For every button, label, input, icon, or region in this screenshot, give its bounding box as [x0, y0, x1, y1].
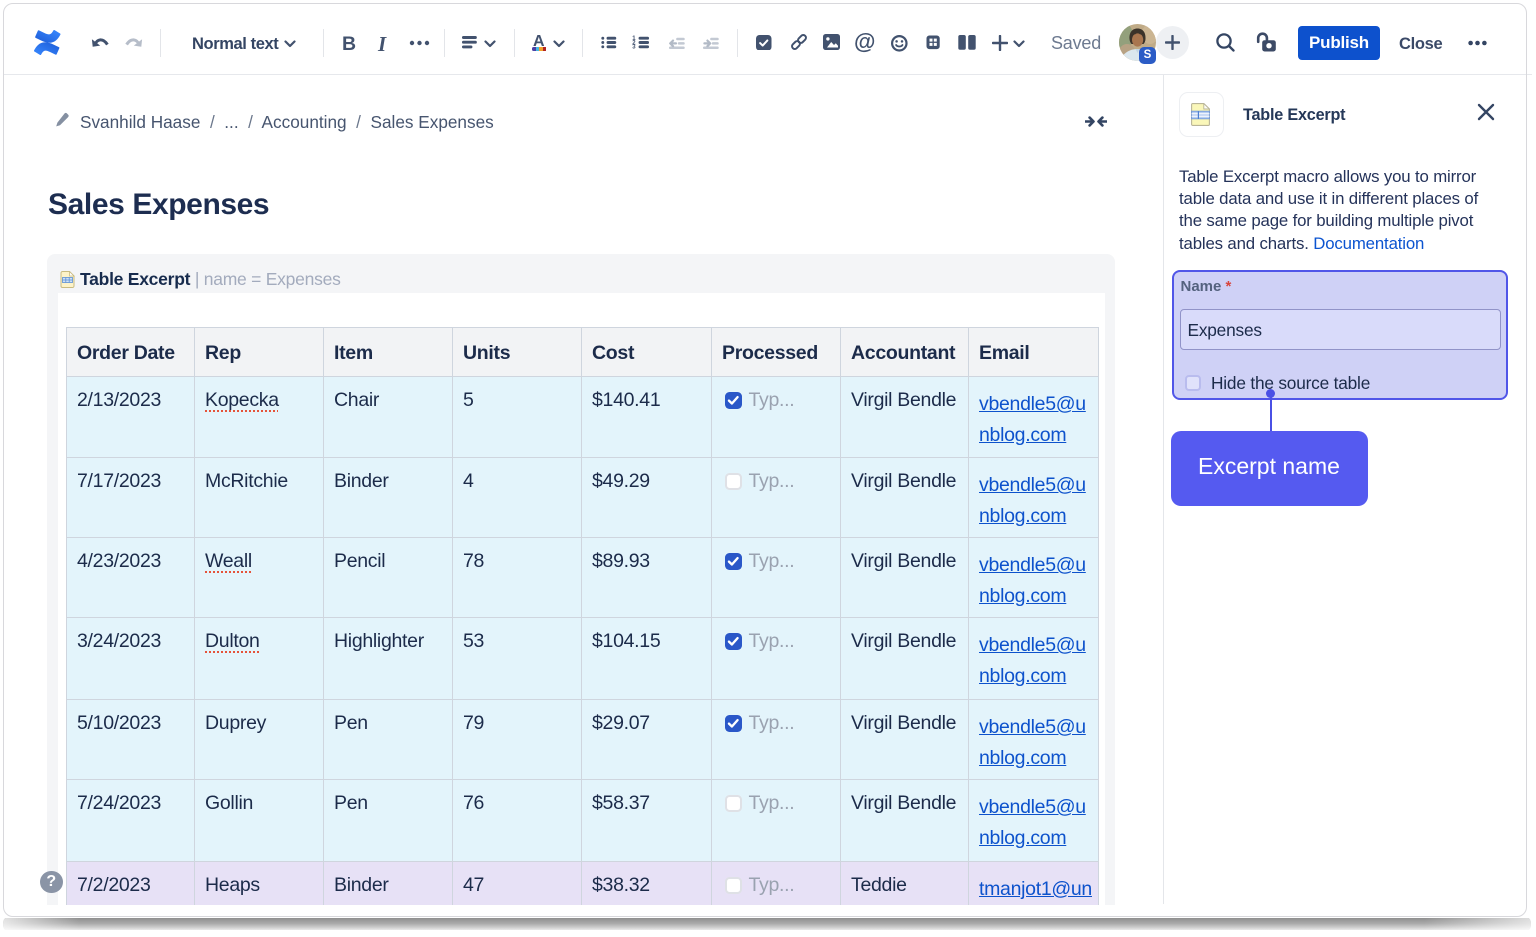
svg-text:1: 1 — [632, 36, 636, 42]
svg-text:2: 2 — [632, 40, 636, 46]
svg-text:A: A — [533, 33, 545, 49]
svg-text:@: @ — [854, 31, 875, 54]
svg-text:3: 3 — [632, 45, 636, 51]
